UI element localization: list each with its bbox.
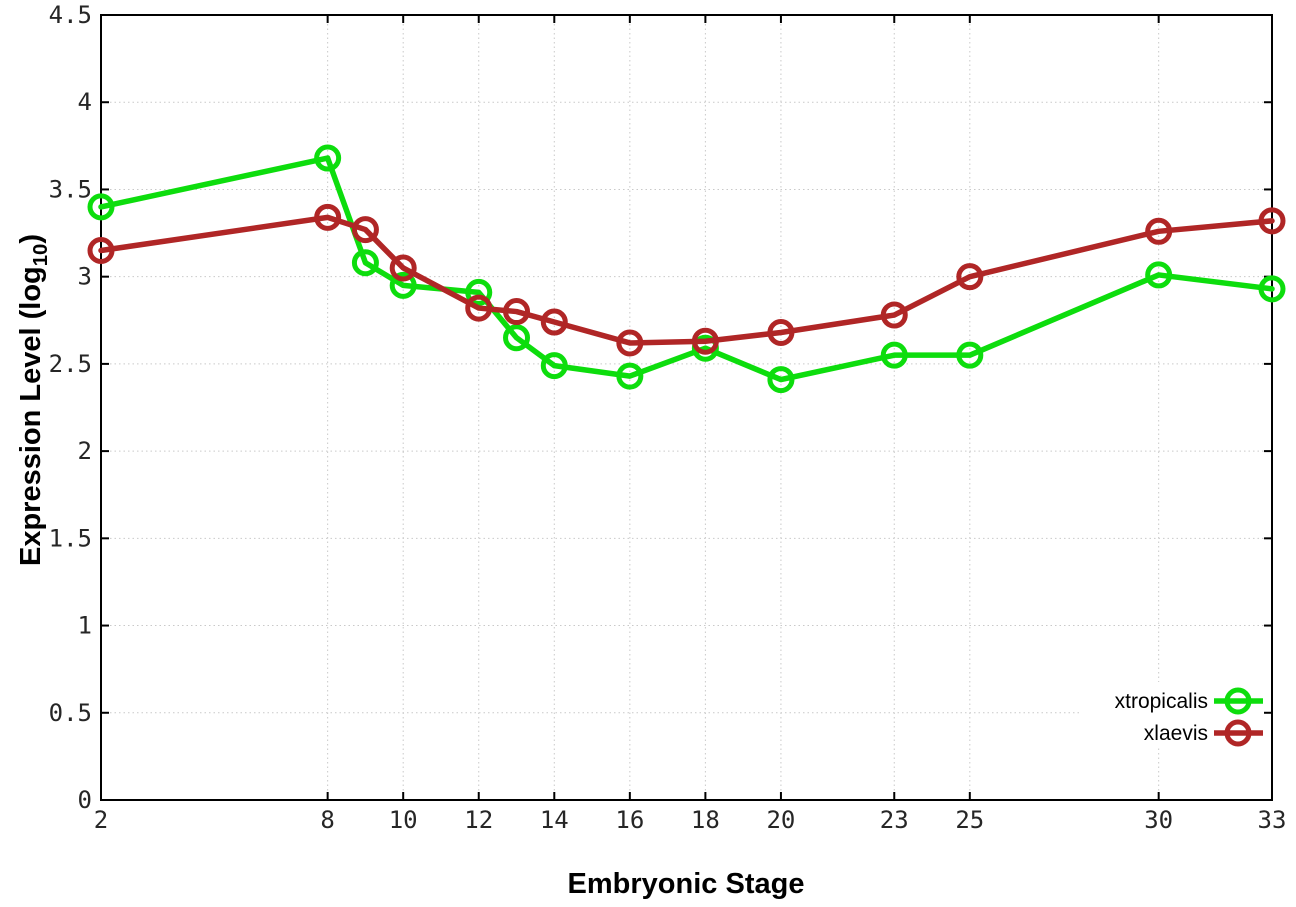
series-xtropicalis-marker (540, 352, 568, 380)
series-xtropicalis-marker (389, 271, 417, 299)
x-tick-label: 25 (955, 806, 984, 834)
x-tick-label: 12 (464, 806, 493, 834)
series-xlaevis-marker (540, 308, 568, 336)
series-xlaevis-marker (389, 254, 417, 282)
series-xlaevis-marker (314, 203, 342, 231)
x-tick-label: 10 (389, 806, 418, 834)
x-tick-label: 14 (540, 806, 569, 834)
x-tick-label: 23 (880, 806, 909, 834)
y-tick-label: 1.5 (49, 524, 92, 552)
series-xlaevis-marker (691, 327, 719, 355)
x-tick-label: 16 (615, 806, 644, 834)
series-xlaevis-marker (1258, 207, 1286, 235)
x-tick-label: 18 (691, 806, 720, 834)
series-xtropicalis-marker (351, 249, 379, 277)
legend-background (1082, 682, 1268, 748)
series-xtropicalis-marker (87, 193, 115, 221)
series-xtropicalis-marker (956, 341, 984, 369)
x-tick-label: 30 (1144, 806, 1173, 834)
series-xtropicalis-marker (503, 324, 531, 352)
series-xlaevis-marker (465, 294, 493, 322)
y-tick-label: 0 (78, 786, 92, 814)
y-axis-title-text: Expression Level (log (15, 266, 47, 566)
y-tick-label: 2.5 (49, 350, 92, 378)
x-tick-label: 8 (320, 806, 334, 834)
series-xlaevis-marker (767, 318, 795, 346)
x-tick-label: 33 (1258, 806, 1287, 834)
legend-label-xtropicalis: xtropicalis (1115, 690, 1208, 713)
legend-label-xlaevis: xlaevis (1144, 722, 1208, 745)
y-tick-label: 4.5 (49, 1, 92, 29)
y-tick-label: 3 (78, 263, 92, 291)
y-tick-label: 4 (78, 88, 92, 116)
series-xlaevis-line (98, 214, 1275, 346)
series-xtropicalis-marker (880, 341, 908, 369)
plot-border (100, 14, 1273, 801)
series-xtropicalis-marker (465, 278, 493, 306)
series-xlaevis-marker (503, 298, 531, 326)
series-xtropicalis-line (98, 155, 1275, 383)
y-tick-label: 2 (78, 437, 92, 465)
y-tick-label: 3.5 (49, 175, 92, 203)
series-xtropicalis-marker (767, 366, 795, 394)
series-xlaevis-marker (87, 237, 115, 264)
series-xlaevis-marker (351, 216, 379, 244)
x-tick-label: 20 (766, 806, 795, 834)
series-xtropicalis-marker (1258, 275, 1286, 303)
legend-sample-marker-xtropicalis (1224, 687, 1252, 715)
y-tick-label: 0.5 (49, 699, 92, 727)
series-xlaevis-marker (956, 263, 984, 291)
series-xtropicalis-marker (1145, 261, 1173, 289)
x-tick-label: 2 (94, 806, 108, 834)
series-xlaevis-marker (880, 301, 908, 329)
series-xlaevis-marker (616, 329, 644, 357)
x-axis-title: Embryonic Stage (567, 868, 805, 900)
y-axis-title-subscript: 10 (29, 243, 52, 267)
legend-sample-marker-xlaevis (1224, 719, 1252, 747)
y-axis-title-close: ) (15, 234, 47, 244)
series-xtropicalis-marker (616, 362, 644, 390)
series-xlaevis-marker (1145, 217, 1173, 245)
y-axis-title: Expression Level (log10) (11, 150, 52, 650)
series-xtropicalis-marker (314, 144, 342, 172)
y-tick-label: 1 (78, 612, 92, 640)
